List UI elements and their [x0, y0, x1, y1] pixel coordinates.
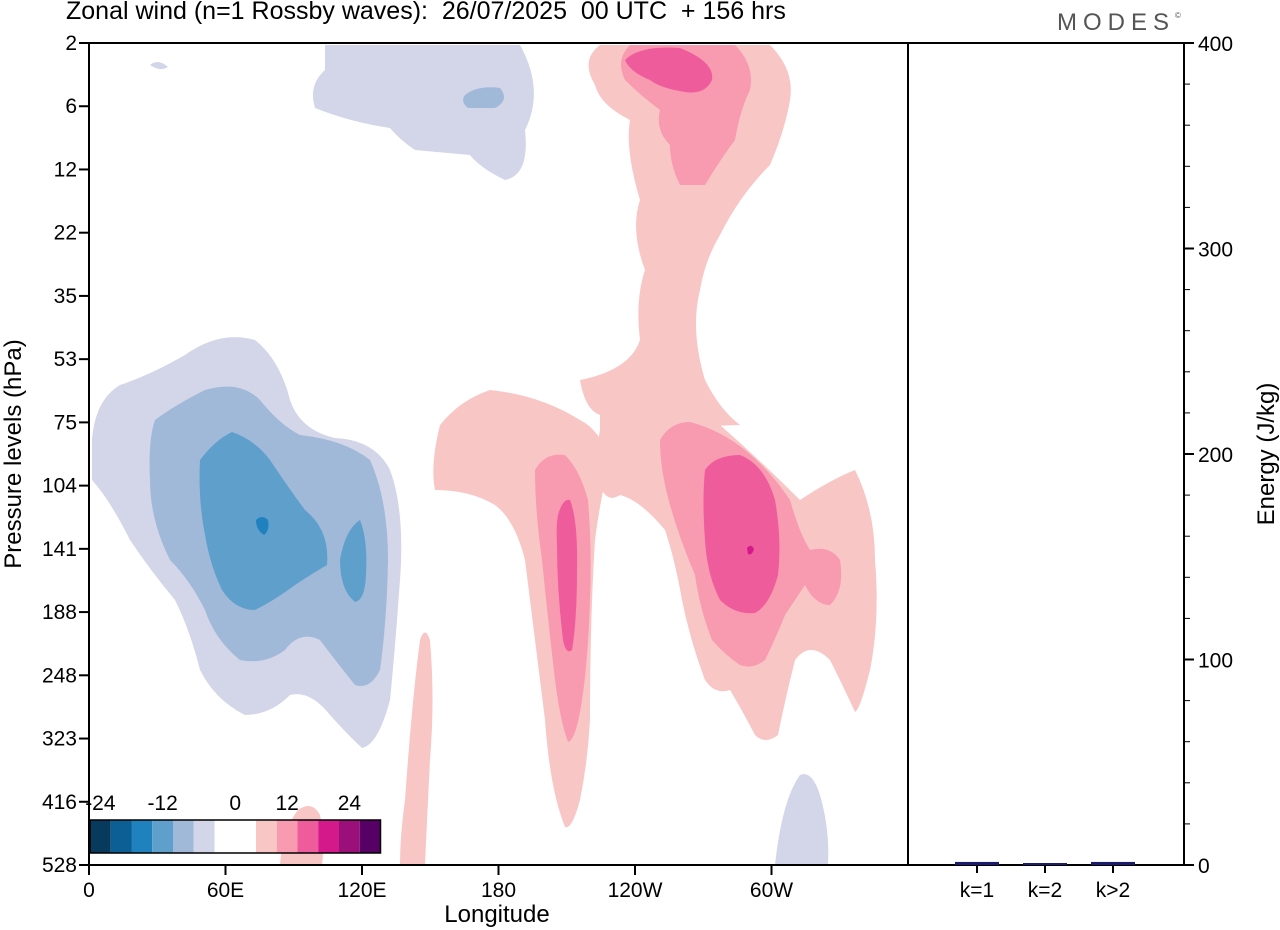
contour-surface-blob-m4	[775, 774, 829, 865]
bar-category-label: k=1	[960, 879, 994, 902]
energy-tick-label: 400	[1198, 33, 1233, 56]
energy-tick-label: 0	[1198, 855, 1210, 878]
contour-upper-easterly-m8	[463, 87, 504, 108]
colorbar-swatch	[90, 820, 111, 853]
colorbar-frame	[89, 819, 382, 854]
contour-tiny-easterly-m4	[150, 61, 168, 70]
y-tick-label: 75	[54, 411, 77, 434]
colorbar-label: -24	[85, 792, 116, 815]
colorbar-swatch	[193, 820, 215, 853]
colorbar-swatch	[131, 820, 153, 853]
contour-easterly-m12b	[340, 520, 367, 602]
y-axis-title: Pressure levels (hPa)	[0, 339, 27, 568]
energy-axis: 0 100 200 300 400	[1184, 33, 1233, 878]
energy-tick-label: 100	[1198, 650, 1233, 673]
logo-text: MODES	[1057, 9, 1176, 36]
colorbar-swatch	[318, 820, 339, 853]
colorbar: -24 -12 0 12 24	[85, 792, 382, 854]
x-tick-label: 0	[83, 879, 95, 902]
x-tick-label: 120E	[337, 879, 386, 902]
y-tick-label: 104	[42, 475, 77, 498]
contour-east-westerly-p12	[703, 455, 780, 614]
colorbar-swatch	[152, 820, 173, 853]
colorbar-label: 0	[229, 792, 241, 815]
y-tick-label: 12	[54, 158, 77, 181]
colorbar-swatch	[173, 820, 194, 853]
colorbar-swatch	[276, 820, 298, 853]
contour-west-westerly-p12	[556, 499, 578, 652]
contour-east-westerly-p16	[747, 545, 754, 555]
colorbar-label: -12	[147, 792, 177, 815]
y-tick-label: 188	[42, 601, 77, 624]
y-tick-label: 528	[42, 854, 77, 877]
y-tick-label: 6	[65, 95, 77, 118]
y-tick-label: 416	[42, 791, 77, 814]
contour-low-strand-p4	[400, 632, 433, 865]
chart-title: Zonal wind (n=1 Rossby waves): 26/07/202…	[66, 0, 786, 25]
colorbar-swatch	[214, 820, 236, 853]
colorbar-swatch	[256, 820, 277, 853]
contour-field	[92, 45, 877, 865]
y-tick-label: 2	[65, 32, 77, 55]
x-tick-label: 60E	[207, 879, 244, 902]
energy-axis-title: Energy (J/kg)	[1253, 383, 1280, 526]
colorbar-label: 12	[275, 792, 298, 815]
colorbar-label: 24	[338, 792, 362, 815]
y-tick-label: 141	[42, 538, 77, 561]
y-tick-label: 53	[54, 348, 77, 371]
x-axis-title: Longitude	[444, 901, 549, 928]
x-tick-label: 120W	[608, 879, 663, 902]
y-tick-label: 22	[54, 222, 77, 245]
colorbar-swatch	[359, 820, 381, 853]
longitude-axis: 0 60E 120E 180 120W 60W	[83, 865, 793, 902]
contour-upper-westerly-p4	[580, 45, 791, 430]
energy-bar	[955, 861, 999, 865]
x-tick-label: 180	[481, 879, 516, 902]
x-tick-label: 60W	[750, 879, 793, 902]
modes-logo: MODES©	[1057, 9, 1181, 36]
y-tick-label: 248	[42, 664, 77, 687]
colorbar-swatch	[110, 820, 132, 853]
contour-upper-westerly-p12	[625, 47, 713, 93]
energy-bar	[1091, 861, 1135, 865]
colorbar-swatch	[339, 820, 360, 853]
colorbar-swatch	[297, 820, 319, 853]
bar-category-label: k>2	[1096, 879, 1130, 902]
bar-category-label: k=2	[1028, 879, 1062, 902]
energy-bar	[1023, 863, 1067, 865]
pressure-axis: 2 6 12 22 35 53 75 104 141 188 248 323 416 528	[42, 32, 89, 877]
energy-bars: k=1 k=2 k>2	[955, 861, 1135, 902]
contour-upper-easterly-m4	[312, 45, 534, 180]
y-tick-label: 35	[54, 285, 77, 308]
contour-easterly-m16	[256, 517, 269, 535]
y-tick-label: 323	[42, 728, 77, 751]
energy-tick-label: 300	[1198, 239, 1233, 262]
energy-tick-label: 200	[1198, 444, 1233, 467]
colorbar-swatch	[235, 820, 256, 853]
